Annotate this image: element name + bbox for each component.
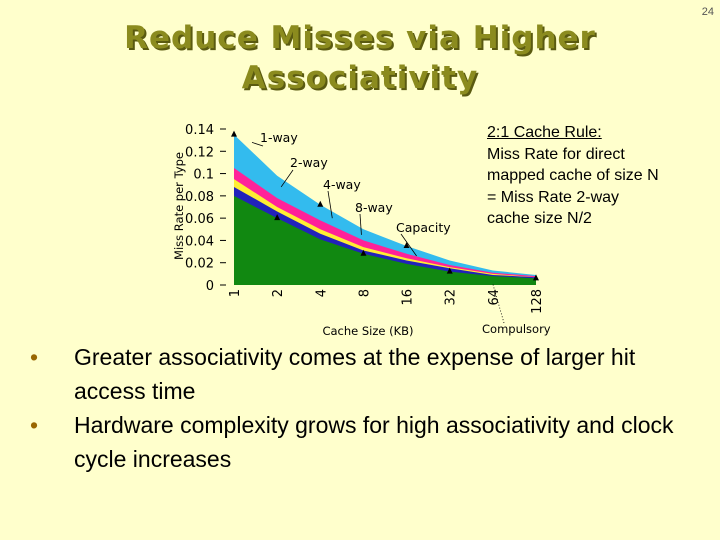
capacity-point	[446, 267, 453, 274]
series-label: 2-way	[290, 155, 328, 170]
y-tick-label: 0	[206, 279, 214, 294]
x-tick-label: 1	[228, 289, 243, 297]
cache-rule-heading: 2:1 Cache Rule:	[487, 124, 602, 141]
series-leader-line	[400, 233, 417, 257]
title-line-1: Reduce Misses via Higher	[124, 20, 596, 56]
bullet-dot-icon: •	[30, 344, 39, 370]
y-tick-label: 0.1	[193, 168, 214, 183]
compulsory-leader-line	[492, 283, 505, 324]
series-leader-line	[280, 169, 294, 188]
x-tick-label: 64	[487, 289, 502, 306]
y-tick-label: 0.02	[185, 257, 214, 272]
slide-number: 24	[701, 6, 714, 18]
cache-rule-body: Miss Rate for direct mapped cache of siz…	[487, 145, 659, 228]
one-way-point	[317, 200, 324, 207]
y-tick-label: 0.08	[185, 190, 214, 205]
y-tick-label: 0.12	[185, 145, 214, 160]
series-leader-line	[251, 141, 264, 147]
series-label: 4-way	[323, 177, 361, 192]
x-tick-label: 16	[401, 289, 416, 306]
x-tick-label: 2	[271, 289, 286, 297]
title-line-2: Associativity	[241, 60, 479, 96]
x-tick-label: 8	[357, 289, 372, 297]
series-leader-line	[327, 190, 333, 219]
x-tick-label: 4	[314, 289, 329, 297]
bullet-text: Hardware complexity grows for high assoc…	[74, 412, 674, 472]
bullet-dot-icon: •	[30, 412, 39, 438]
chart-axes: 0 0.02 0.04 0.06 0.08 0.1 0.12 0.14 1 2 4 8 16 32 64 12…	[172, 123, 545, 338]
cache-rule-box: 2:1 Cache Rule: Miss Rate for direct map…	[487, 122, 715, 230]
miss-rate-chart: 0 0.02 0.04 0.06 0.08 0.1 0.12 0.14 1 2 4 8 16 32 64 12…	[172, 123, 551, 338]
x-axis-label: Cache Size (KB)	[322, 324, 413, 338]
one-way-point	[231, 130, 237, 137]
y-tick-label: 0.14	[185, 123, 214, 138]
series-label: 8-way	[355, 200, 393, 215]
capacity-point	[360, 249, 367, 256]
y-axis-label: Miss Rate per Type	[172, 152, 186, 260]
series-leader-line	[359, 213, 362, 235]
bullet-item: • Greater associativity comes at the expe…	[30, 340, 690, 408]
one-way-point	[403, 242, 410, 248]
bullet-list: • Greater associativity comes at the expe…	[30, 340, 690, 476]
series-label: 1-way	[260, 130, 298, 145]
bullet-item: • Hardware complexity grows for high asso…	[30, 408, 690, 476]
y-tick-label: 0.06	[185, 212, 214, 227]
chart-areas	[231, 130, 539, 285]
y-tick-label: 0.04	[185, 234, 214, 249]
area-capacity	[234, 195, 536, 285]
capacity-point	[274, 214, 281, 221]
bullet-text: Greater associativity comes at the expen…	[74, 344, 636, 404]
x-tick-label: 128	[530, 289, 545, 314]
x-tick-label: 32	[444, 289, 459, 306]
slide-title: Reduce Misses via Higher Associativity	[60, 18, 660, 98]
compulsory-label: Compulsory	[482, 322, 551, 336]
capacity-point	[533, 274, 539, 281]
series-label: Capacity	[396, 220, 451, 235]
